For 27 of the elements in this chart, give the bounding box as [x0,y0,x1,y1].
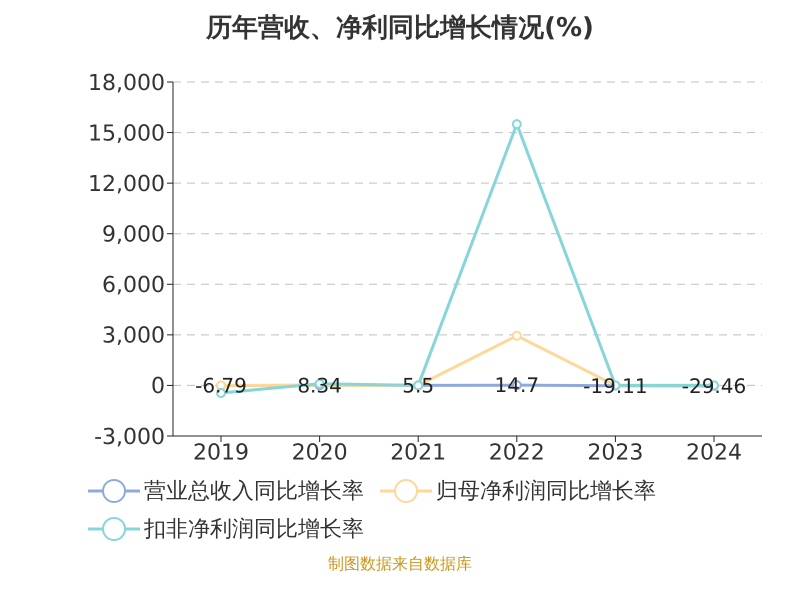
data-label: 14.7 [494,373,540,398]
data-label: -6.79 [195,374,247,398]
y-tick-label: 6,000 [102,273,165,298]
y-tick-label: 0 [151,374,165,400]
x-tick-label: 2019 [193,440,249,466]
text: 制图数据来自数据库 [327,554,473,575]
y-tick-label: 9,000 [102,222,165,248]
y-tick-label: 18,000 [88,70,165,96]
point [512,119,522,130]
legend-label: 归母净利润同比增长率 [436,478,656,506]
point [512,330,522,341]
data-label: 5.5 [402,373,434,398]
chart-title: 历年营收、净利同比增长情况(%) [204,12,595,45]
y-tick-label: 15,000 [88,121,165,146]
x-tick-label: 2021 [390,440,446,466]
x-tick-label: 2023 [587,440,644,466]
data-label: -29.46 [682,374,746,398]
legend-label: 扣非净利润同比增长率 [144,516,364,544]
x-tick-label: 2022 [488,440,545,466]
x-tick-label: 2020 [292,440,348,466]
y-tick-label: 3,000 [102,324,165,349]
y-tick-label: -3,000 [94,424,165,450]
y-tick-label: 12,000 [88,172,165,197]
data-label: 8.34 [297,373,342,398]
x-tick-label: 2024 [686,440,742,466]
data-label: -19.11 [583,374,648,398]
legend-label: 营业总收入同比增长率 [144,478,364,506]
